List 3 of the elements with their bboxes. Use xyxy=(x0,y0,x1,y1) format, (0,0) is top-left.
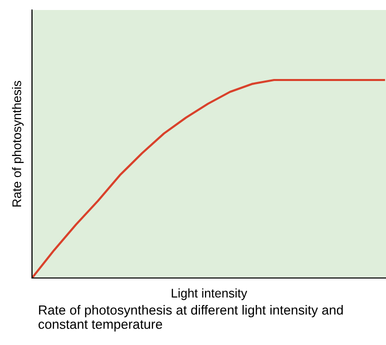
x-axis-title: Light intensity xyxy=(172,288,248,300)
y-axis-title: Rate of photosynthesis xyxy=(12,80,24,207)
text: Rate of photosynthesis at different light intensity and constant temperature xyxy=(38,305,343,332)
